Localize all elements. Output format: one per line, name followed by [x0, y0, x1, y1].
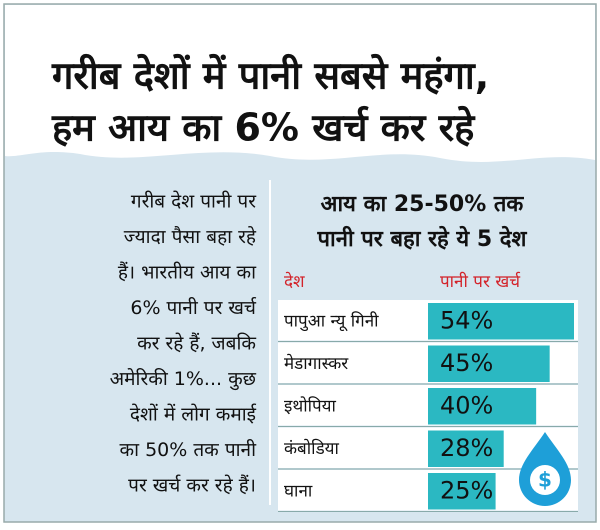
value-label: 40%: [440, 391, 493, 419]
value-label: 54%: [440, 306, 493, 334]
value-label: 25%: [440, 476, 493, 504]
body-line: हैं। भारतीय आय का: [118, 261, 257, 284]
chart-title-line: पानी पर बहा रहे ये 5 देश: [317, 225, 528, 252]
body-line: देशों में लोग कमाई: [130, 403, 257, 426]
bar: [428, 430, 504, 467]
drop-icon: $: [519, 432, 571, 506]
bar: [428, 303, 574, 340]
category-label: इथोपिया: [284, 395, 337, 416]
category-label: घाना: [284, 481, 313, 501]
bar: [428, 345, 550, 382]
body-line: ज्यादा पैसा बहा रहे: [124, 225, 257, 248]
category-label: पापुआ न्यू गिनी: [284, 310, 379, 331]
chart-title-line: आय का 25-50% तक: [321, 192, 525, 217]
value-label: 45%: [440, 349, 493, 377]
bar: [428, 388, 537, 425]
body-line: पर खर्च कर रहे हैं।: [128, 474, 256, 497]
body-line: का 50% तक पानी: [120, 438, 258, 461]
headline-line: हम आय का 6% खर्च कर रहे: [51, 106, 476, 150]
body-line: कर रहे हैं, जबकि: [137, 332, 256, 355]
header-background: [5, 5, 595, 162]
bar: [428, 473, 496, 510]
category-label: कंबोडिया: [284, 438, 340, 459]
body-line: अमेरिकी 1%... कुछ: [110, 367, 257, 391]
headline-line: गरीब देशों में पानी सबसे महंगा,: [51, 54, 489, 98]
body-line: 6% पानी पर खर्च: [130, 296, 257, 319]
body-line: गरीब देश पानी पर: [131, 190, 257, 213]
category-header: देश: [284, 271, 305, 292]
value-label: 28%: [440, 434, 493, 462]
value-header: पानी पर खर्च: [440, 271, 521, 292]
category-label: मेडागास्कर: [284, 353, 349, 374]
svg-text:$: $: [538, 468, 552, 492]
